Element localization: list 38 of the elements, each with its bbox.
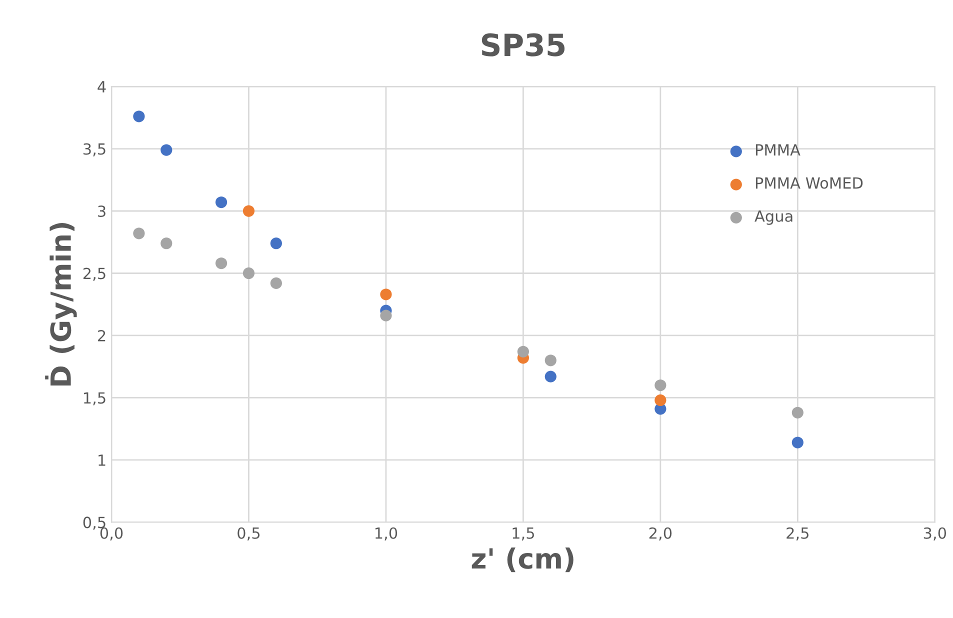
legend-label: PMMA WoMED bbox=[756, 177, 863, 189]
point bbox=[654, 394, 666, 406]
point bbox=[215, 257, 228, 270]
y-tick-label: 1,5 bbox=[84, 392, 106, 406]
y-tick-label: 1 bbox=[98, 454, 106, 466]
point bbox=[380, 310, 392, 322]
point bbox=[792, 406, 804, 418]
x-tick-label: 2,0 bbox=[649, 527, 672, 540]
x-tick-label: 0,5 bbox=[238, 527, 260, 540]
point bbox=[517, 346, 530, 358]
x-tick-label: 3,0 bbox=[924, 527, 946, 540]
point bbox=[133, 110, 145, 122]
y-tick-label: 3 bbox=[98, 205, 106, 218]
chart-title: SP35 bbox=[482, 33, 565, 56]
y-axis-title: Ḋ (Gy/min) bbox=[45, 223, 77, 386]
point bbox=[270, 238, 282, 250]
point bbox=[380, 288, 392, 300]
point bbox=[654, 379, 666, 392]
point bbox=[544, 370, 556, 382]
point bbox=[160, 144, 172, 156]
point bbox=[242, 205, 255, 217]
x-axis-title: z' (cm) bbox=[472, 547, 574, 572]
point bbox=[242, 267, 255, 280]
legend-label: PMMA bbox=[756, 144, 800, 156]
point bbox=[160, 238, 172, 250]
point bbox=[133, 228, 145, 240]
x-tick-label: 1,5 bbox=[512, 528, 534, 540]
point bbox=[215, 196, 228, 208]
y-tick-label: 2 bbox=[98, 330, 106, 342]
x-tick-label: 1,0 bbox=[375, 527, 398, 540]
x-tick-label: 2,5 bbox=[786, 527, 808, 540]
y-tick-label: 3,5 bbox=[84, 143, 106, 156]
y-tick-label: 4 bbox=[98, 81, 106, 92]
point bbox=[544, 354, 556, 366]
y-tick-label: 2,5 bbox=[83, 268, 106, 281]
legend-label: Agua bbox=[754, 210, 792, 225]
point bbox=[792, 436, 804, 448]
point bbox=[270, 277, 282, 290]
